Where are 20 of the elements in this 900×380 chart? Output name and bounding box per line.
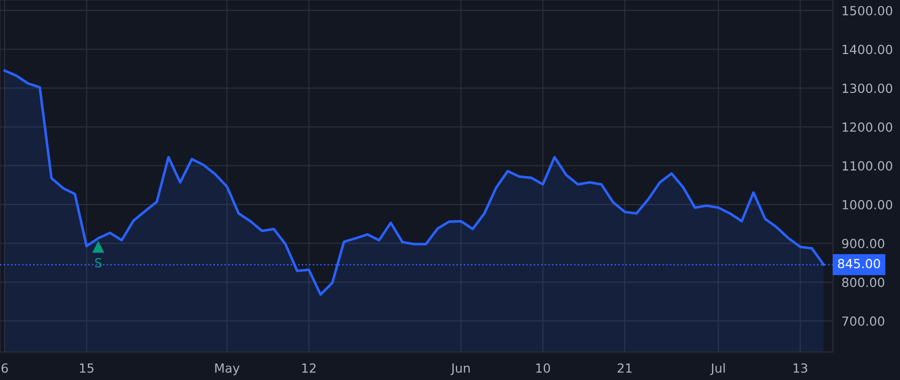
ref-line-label: 845.00 (838, 258, 880, 268)
y-tick-label: 1100.00 (842, 161, 892, 171)
x-tick-label: 6 (2, 363, 8, 373)
x-tick-label: 10 (536, 363, 550, 373)
y-tick-label: 700.00 (842, 316, 884, 326)
x-tick-label: 21 (618, 363, 632, 373)
y-tick-label: 1000.00 (842, 200, 892, 210)
x-tick-label: 15 (80, 363, 94, 373)
x-tick-label: Jun (450, 363, 470, 376)
y-tick-label: 1300.00 (842, 84, 892, 94)
y-tick-label: 800.00 (842, 278, 884, 288)
x-tick-label: May (215, 363, 240, 376)
annotation: S (95, 258, 102, 268)
x-tick-label: 12 (302, 363, 316, 373)
y-tick-label: 1200.00 (842, 122, 892, 132)
y-tick-label: 1400.00 (842, 44, 892, 54)
y-tick-label: 900.00 (842, 238, 884, 248)
x-tick-label: Jul (710, 363, 725, 376)
y-tick-label: 1500.00 (842, 6, 892, 16)
x-tick-label: 13 (794, 363, 808, 373)
